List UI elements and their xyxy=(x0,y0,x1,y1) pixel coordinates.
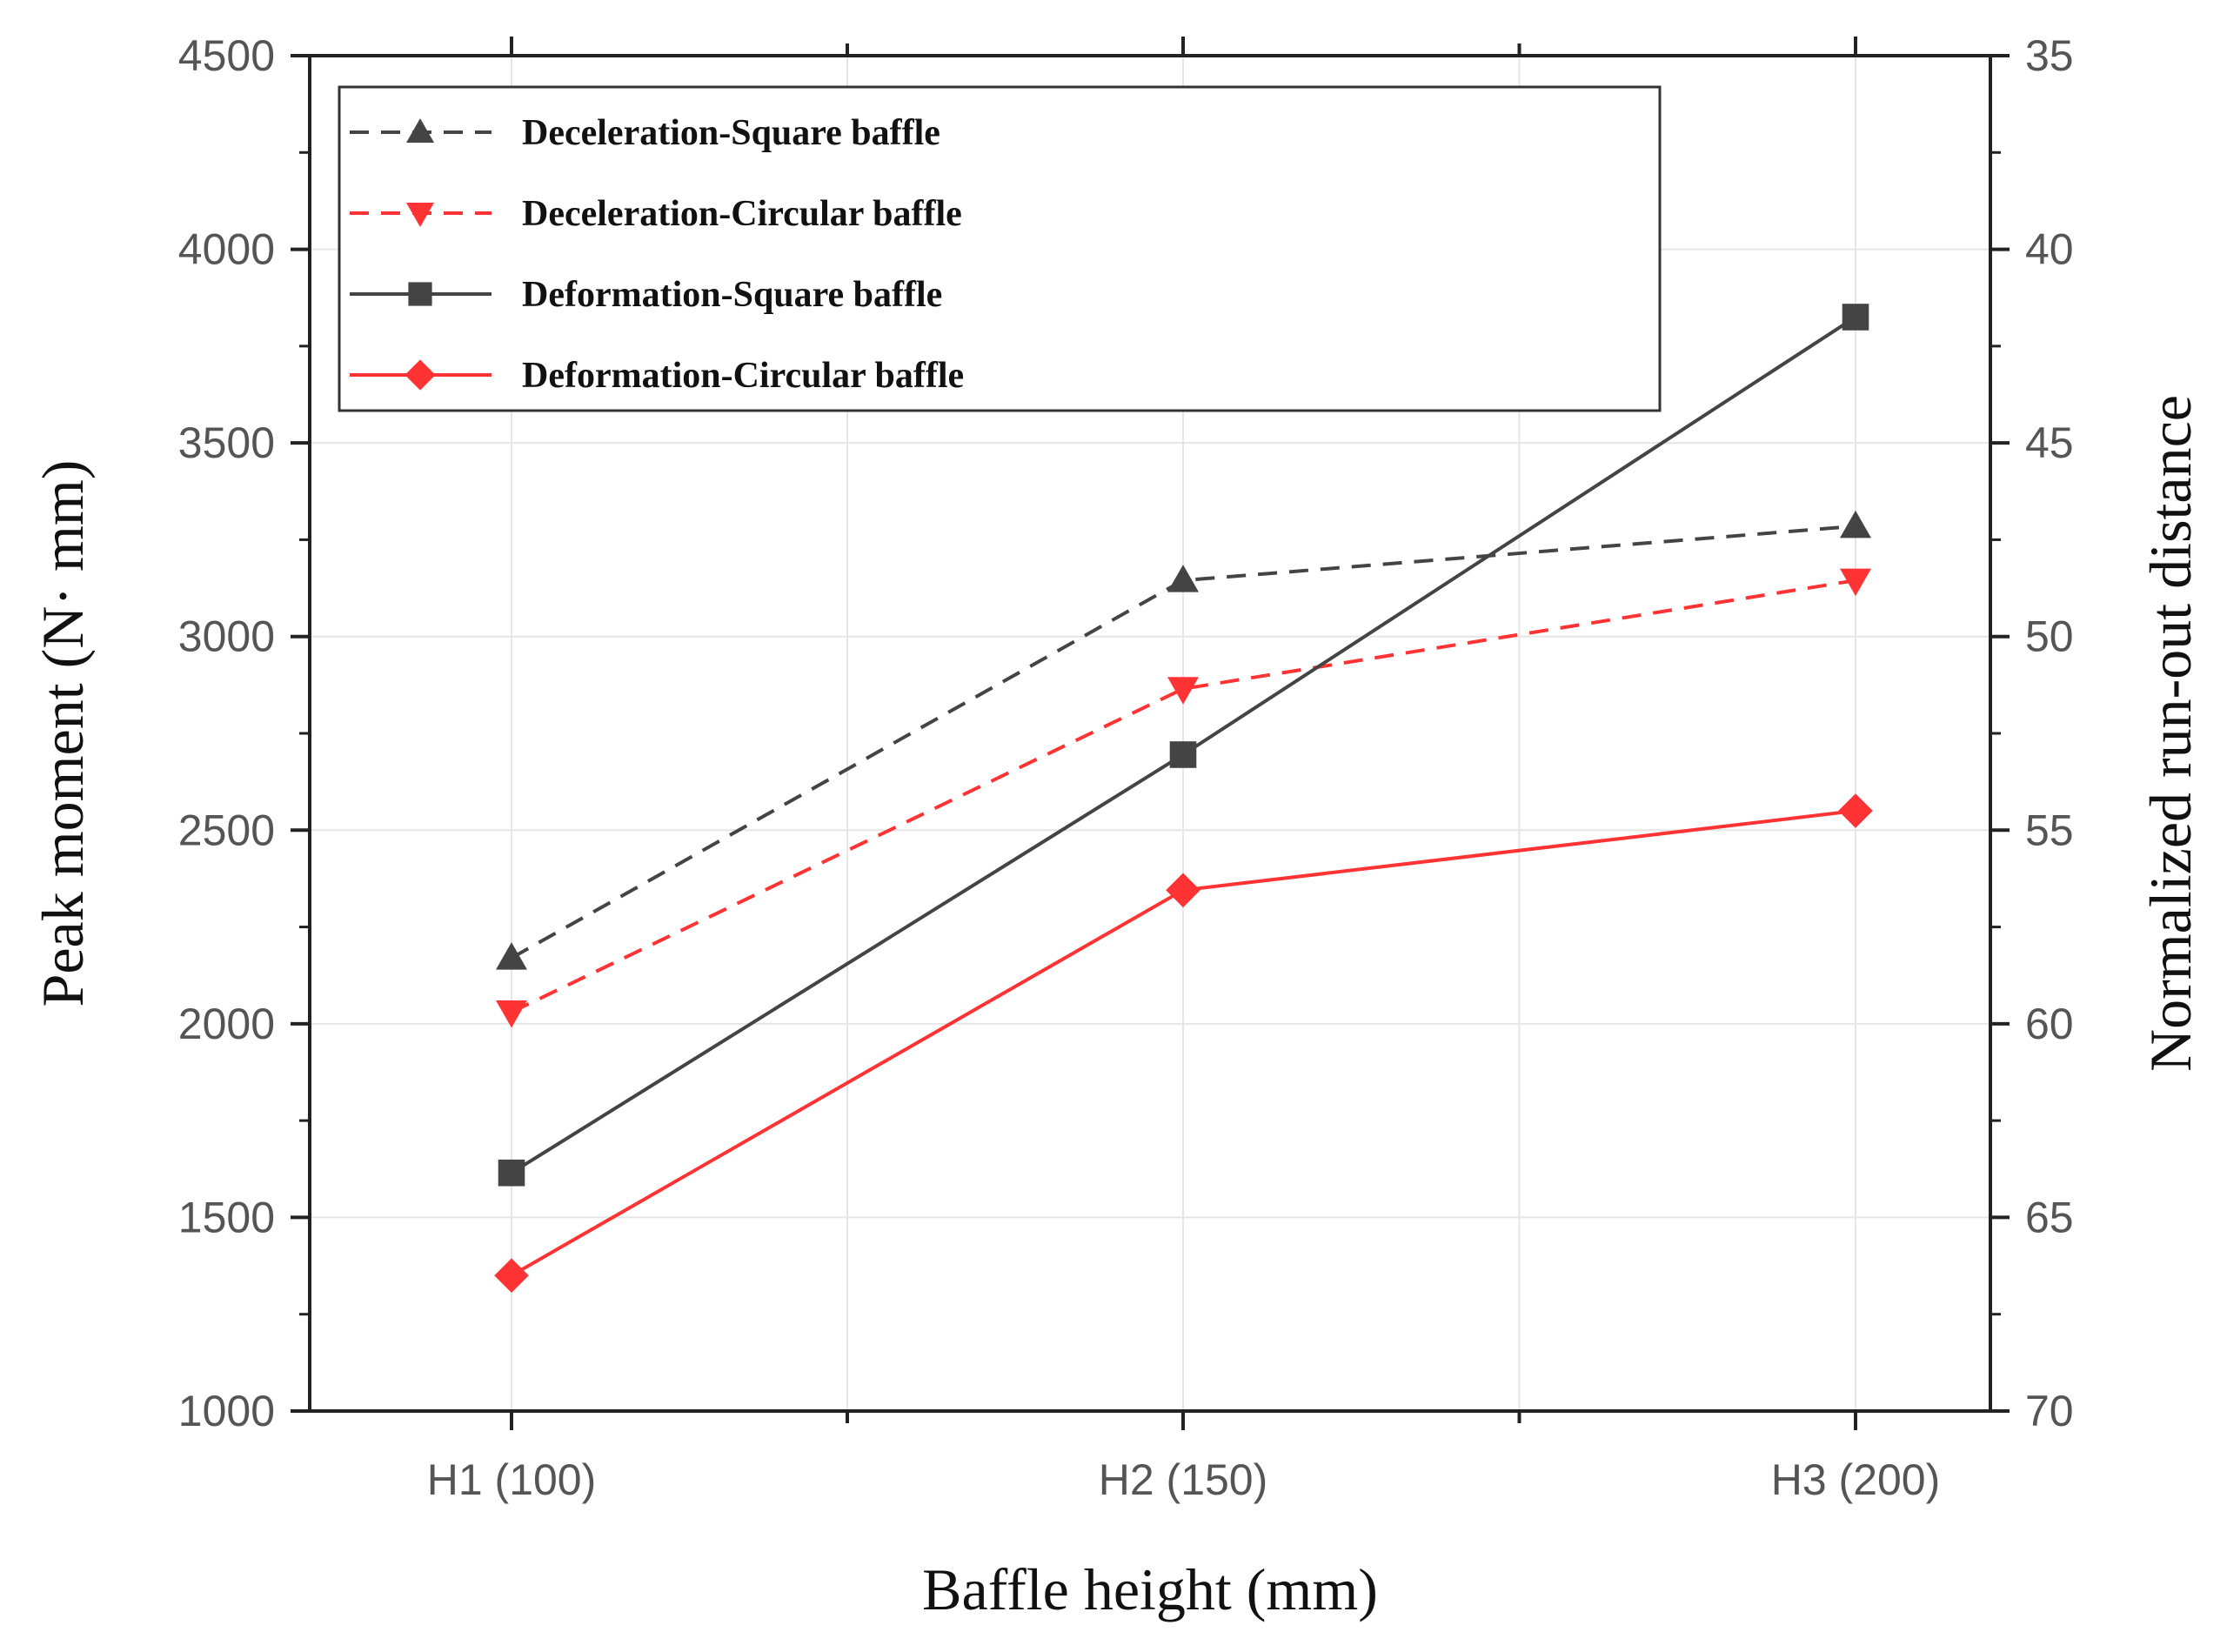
y-tick-label: 1000 xyxy=(178,1387,275,1435)
data-point-square xyxy=(498,1159,525,1187)
data-point-square xyxy=(1842,304,1869,331)
data-point-diamond xyxy=(405,359,436,391)
x-tick-label: H2 (150) xyxy=(1099,1455,1268,1504)
data-point-triangle-down xyxy=(1840,568,1871,597)
y2-tick-label: 50 xyxy=(2025,612,2074,661)
data-point-triangle-down xyxy=(406,203,434,227)
series-layer xyxy=(494,304,1873,1293)
legend-label: Deformation-Square baffle xyxy=(522,275,942,315)
data-point-diamond xyxy=(1166,873,1200,908)
legend-label: Deceleration-Square baffle xyxy=(522,113,940,153)
x-axis-title: Baffle height (mm) xyxy=(922,1556,1378,1622)
y2-tick-label: 65 xyxy=(2025,1193,2074,1241)
data-point-diamond xyxy=(1838,793,1873,828)
x-tick-label: H1 (100) xyxy=(427,1455,597,1504)
legend: Deceleration-Square baffle Deceleration-C… xyxy=(338,85,1662,412)
y-tick-label: 1500 xyxy=(178,1193,275,1241)
y2-tick-label: 55 xyxy=(2025,806,2074,854)
y-tick-label: 3000 xyxy=(178,612,275,661)
y-tick-label: 4000 xyxy=(178,225,275,274)
y-tick-label: 4500 xyxy=(178,31,275,80)
legend-label: Deceleration-Circular baffle xyxy=(522,194,962,234)
axes: 1000 1500 2000 2500 3000 3500 4000 4500 35 40 45 50… xyxy=(178,31,2074,1504)
y2-tick-label: 60 xyxy=(2025,1000,2074,1048)
x-tick-label: H3 (200) xyxy=(1771,1455,1941,1504)
y-axis-title: Peak moment (N· mm) xyxy=(30,460,96,1007)
data-point-square xyxy=(408,282,432,306)
data-point-triangle-up xyxy=(406,118,434,143)
y2-tick-label: 70 xyxy=(2025,1387,2074,1435)
data-point-triangle-up xyxy=(496,942,527,970)
y2-tick-label: 40 xyxy=(2025,225,2074,274)
y2-axis-title: Normalized run-out distance xyxy=(2137,395,2204,1072)
data-point-triangle-up xyxy=(1167,565,1199,592)
data-point-triangle-down xyxy=(496,1000,527,1028)
series-line xyxy=(511,579,1856,1014)
legend-label: Deformation-Circular baffle xyxy=(522,356,964,396)
y2-tick-label: 45 xyxy=(2025,418,2074,467)
y-tick-label: 3500 xyxy=(178,418,275,467)
y2-tick-label: 35 xyxy=(2025,31,2074,80)
legend-box xyxy=(338,85,1662,412)
data-point-triangle-up xyxy=(1840,510,1871,538)
y-tick-label: 2500 xyxy=(178,806,275,854)
y-tick-label: 2000 xyxy=(178,1000,275,1048)
data-point-diamond xyxy=(494,1258,529,1293)
data-point-triangle-down xyxy=(1167,677,1199,705)
data-point-square xyxy=(1169,741,1197,768)
